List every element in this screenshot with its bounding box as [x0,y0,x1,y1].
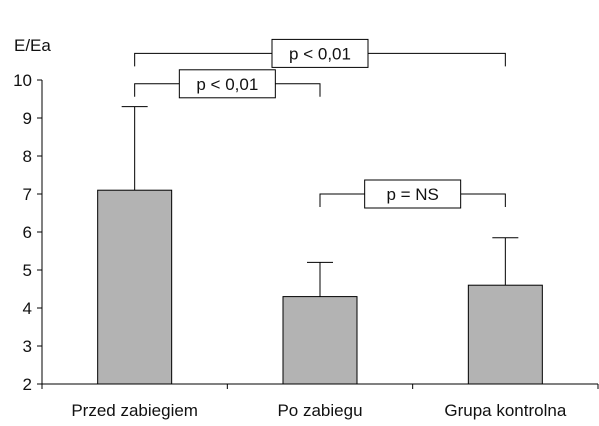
y-tick-label: 10 [13,71,32,90]
y-tick-label: 5 [23,261,32,280]
annotation-box [178,69,276,99]
y-tick-label: 3 [23,337,32,356]
y-tick-label: 9 [23,109,32,128]
annotation-box [271,38,369,68]
annotation-label: p < 0,01 [289,44,351,63]
y-axis-label: E/Ea [14,36,51,55]
annotation-box [364,179,462,209]
y-tick-label: 8 [23,147,32,166]
plot-area: 2 3 4 5 6 7 8 9 10 Przed zabiegiem Po zabiegu Grupa… [13,38,599,420]
category-label: Przed zabiegiem [71,401,198,420]
annotation-label: p = NS [386,185,438,204]
y-tick-label: 4 [23,299,32,318]
bar [282,296,358,385]
category-label: Grupa kontrolna [444,401,566,420]
bar [97,189,173,385]
y-tick-label: 7 [23,185,32,204]
annotation-label: p < 0,01 [196,75,258,94]
category-label: Po zabiegu [277,401,362,420]
bar [467,284,543,385]
y-tick-label: 2 [23,375,32,394]
y-tick-label: 6 [23,223,32,242]
